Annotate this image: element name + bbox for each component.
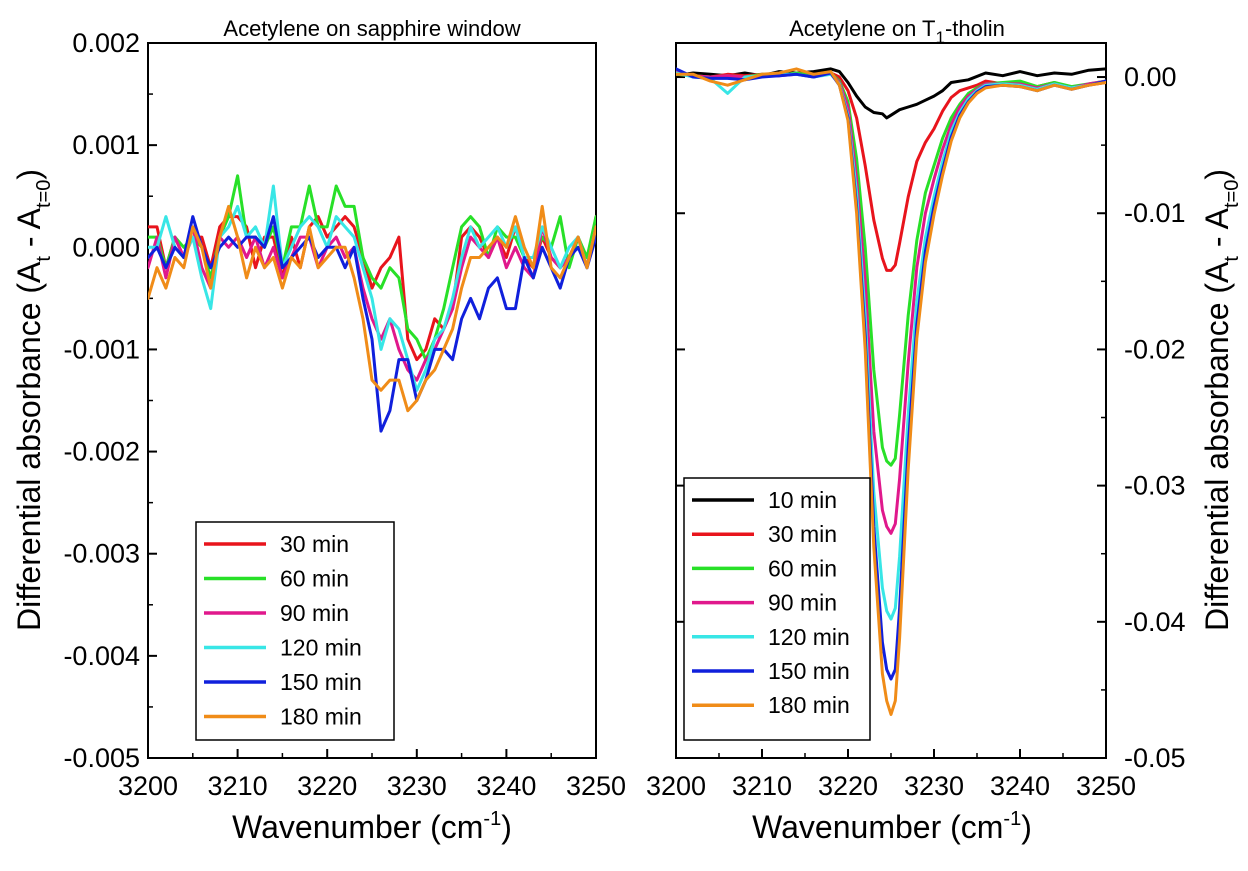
legend-label: 180 min: [280, 704, 362, 730]
series-line-180-min: [148, 204, 596, 413]
legend-label: 180 min: [768, 692, 850, 718]
panel-title-right: Acetylene on T1-tholin: [789, 16, 1005, 47]
x-tick-label: 3200: [118, 771, 178, 801]
series-line-150-min: [148, 215, 596, 433]
legend-label: 60 min: [768, 555, 837, 581]
legend-left: 30 min 60 min 90 min 120 min 150 min 180 min: [195, 521, 395, 741]
panel-sapphire: 3200 3210 3220 3230 3240 3250 0.002 0.001 0.000 -…: [11, 16, 626, 845]
legend-label: 150 min: [280, 669, 362, 695]
series-group-left-panel: [148, 174, 596, 433]
x-tick-label: 3210: [732, 771, 792, 801]
x-tick-label: 3250: [1076, 771, 1136, 801]
y-tick-label: 0.001: [72, 130, 140, 160]
legend-box: [195, 521, 395, 741]
legend-label: 90 min: [280, 600, 349, 626]
x-tick-label: 3250: [566, 771, 626, 801]
y-tick-label: 0.000: [72, 232, 140, 262]
legend-label: 90 min: [768, 590, 837, 616]
y-tick-label: -0.005: [63, 743, 140, 773]
series-group-right-panel: [676, 67, 1106, 716]
y-tick-label: 0.00: [1124, 62, 1177, 92]
legend-label: 30 min: [768, 521, 837, 547]
y-axis-title-left: Differential absorbance (At - At=0): [11, 169, 55, 631]
y-tick-label: -0.03: [1124, 471, 1186, 501]
x-tick-label: 3200: [646, 771, 706, 801]
y-tick-label: -0.002: [63, 437, 140, 467]
legend-label: 120 min: [280, 635, 362, 661]
x-axis-title-left: Wavenumber (cm-1): [232, 808, 512, 845]
series-line-180-min: [676, 67, 1106, 716]
panel-title-left: Acetylene on sapphire window: [223, 16, 520, 41]
y-tick-label: -0.04: [1124, 607, 1186, 637]
legend-label: 150 min: [768, 658, 850, 684]
y-tick-label: -0.004: [63, 641, 140, 671]
x-tick-label: 3230: [904, 771, 964, 801]
series-line-30-min: [676, 71, 1106, 272]
x-axis-title-right: Wavenumber (cm-1): [752, 808, 1032, 845]
axis-ticks-left-panel: 3200 3210 3220 3230 3240 3250 0.002 0.001 0.000 -…: [63, 28, 626, 801]
series-line-90-min: [148, 225, 596, 382]
x-tick-label: 3230: [387, 771, 447, 801]
series-line-120-min: [148, 184, 596, 392]
legend-label: 30 min: [280, 531, 349, 557]
x-tick-label: 3240: [476, 771, 536, 801]
legend-label: 120 min: [768, 624, 850, 650]
x-tick-label: 3210: [208, 771, 268, 801]
panel-tholin: 3200 3210 3220 3230 3240 3250 0.00 -0.01 -0.02 -0…: [646, 16, 1243, 845]
y-tick-label: -0.02: [1124, 334, 1186, 364]
y-tick-label: -0.05: [1124, 743, 1186, 773]
legend-right: 10 min 30 min 60 min 90 min 120 min 150 min 18…: [683, 477, 871, 741]
y-tick-label: -0.003: [63, 539, 140, 569]
y-tick-label: -0.01: [1124, 198, 1186, 228]
legend-box: [683, 477, 871, 741]
x-tick-label: 3240: [990, 771, 1050, 801]
x-tick-label: 3220: [818, 771, 878, 801]
y-tick-label: 0.002: [72, 28, 140, 58]
legend-label: 10 min: [768, 487, 837, 513]
y-axis-title-right: Differential absorbance (At - At=0): [1199, 169, 1243, 631]
x-tick-label: 3220: [297, 771, 357, 801]
axis-ticks-right-panel: 3200 3210 3220 3230 3240 3250 0.00 -0.01 -0.02 -0…: [646, 62, 1186, 801]
legend-label: 60 min: [280, 566, 349, 592]
y-tick-label: -0.001: [63, 334, 140, 364]
